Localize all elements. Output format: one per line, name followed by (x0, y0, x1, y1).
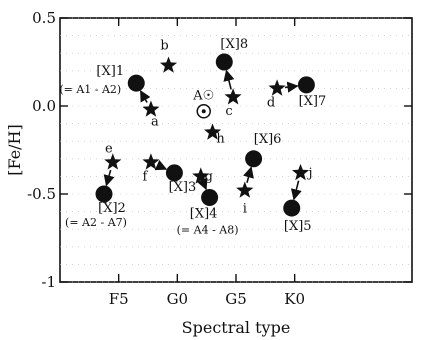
star-label-g: g (205, 169, 213, 184)
star-label-i: i (243, 201, 247, 216)
arrow-f-3 (154, 159, 168, 171)
plot-frame (59, 17, 413, 283)
y-tick-label: 0.5 (32, 9, 56, 27)
star-label-f: f (143, 169, 149, 184)
arrow-d-7 (284, 81, 299, 93)
star-label-h: h (216, 131, 225, 146)
arrow-e-2 (103, 169, 115, 187)
star-point-a (142, 100, 160, 117)
circle-point-2 (95, 185, 113, 203)
star-point-i (236, 181, 254, 198)
circle-note-2: (= A2 - A7) (65, 216, 127, 229)
circle-label-6: [X]6 (254, 132, 282, 147)
circle-label-4: [X]4 (190, 207, 218, 222)
circle-label-1: [X]1 (96, 64, 124, 79)
circle-label-3: [X]3 (169, 180, 197, 195)
star-point-h (204, 123, 222, 140)
star-label-e: e (105, 141, 113, 156)
y-tick-label: 0.0 (32, 97, 56, 115)
circle-point-1 (127, 74, 145, 92)
grid (60, 17, 412, 283)
star-point-f (142, 153, 160, 170)
star-point-d (268, 79, 286, 96)
x-tick-label: G0 (167, 290, 189, 308)
star-label-b: b (160, 39, 168, 54)
star-point-g (192, 167, 210, 184)
star-label-d: d (267, 95, 275, 110)
star-point-j (292, 163, 310, 181)
arrow-g-4 (197, 177, 208, 191)
circle-point-3 (165, 164, 183, 182)
axis-ticks: F5 G0 G5 K0 0.5 0.0 -0.5 -1 (27, 9, 412, 308)
sun-symbol-dot (201, 109, 206, 114)
x-axis-label: Spectral type (182, 318, 291, 337)
star-label-a: a (151, 115, 159, 130)
circle-point-5 (283, 199, 301, 217)
y-axis-label: [Fe/H] (5, 124, 24, 176)
circle-point-6 (245, 150, 263, 168)
circle-label-5: [X]5 (284, 219, 312, 234)
star-point-b (160, 56, 178, 73)
star-point-c (224, 88, 242, 105)
arrow-i-6 (243, 166, 254, 183)
sun-label: A☉ (192, 88, 214, 103)
star-point-e (104, 153, 122, 170)
arrows (103, 69, 302, 201)
arrow-a-1 (139, 90, 151, 103)
circle-label-7: [X]7 (299, 94, 327, 109)
circle-note-1: (= A1 - A2) (59, 83, 121, 96)
circle-point-7 (297, 76, 315, 94)
y-tick-label: -0.5 (27, 185, 56, 203)
x-tick-label: K0 (284, 290, 305, 308)
arrow-j-5 (290, 180, 302, 201)
star-label-c: c (225, 104, 232, 119)
data-marks (95, 53, 315, 217)
star-label-j: j (307, 166, 313, 181)
circle-note-4: (= A4 - A8) (177, 224, 239, 237)
y-tick-label: -1 (41, 273, 56, 291)
circle-point-8 (215, 53, 233, 71)
x-tick-label: F5 (109, 290, 129, 308)
arrow-c-8 (223, 69, 235, 90)
data-labels: a b c d e f g h i j [X]1 (= A1 - A2) [X]2(= A2 - A7)… (59, 37, 326, 237)
x-tick-label: G5 (225, 290, 247, 308)
circle-point-4 (201, 189, 219, 207)
circle-label-8: [X]8 (220, 37, 248, 52)
circle-label-2: [X]2 (98, 201, 126, 216)
